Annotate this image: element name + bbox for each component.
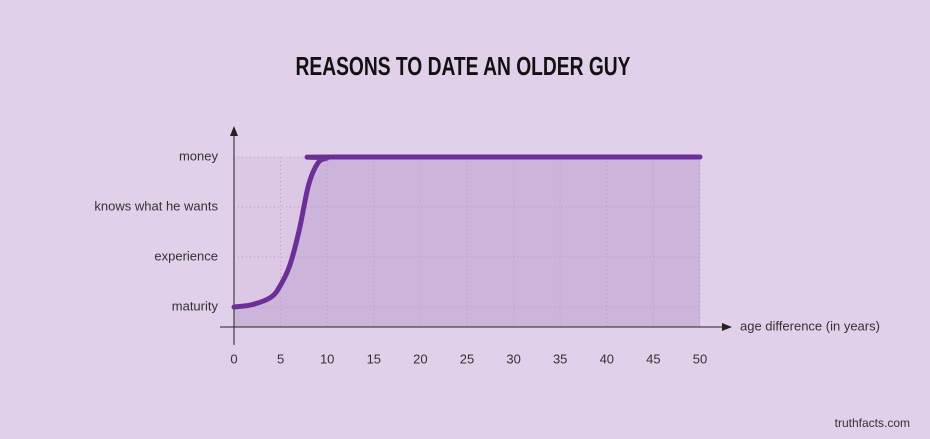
x-tick-label: 25 xyxy=(460,351,474,366)
x-tick-label: 15 xyxy=(367,351,381,366)
y-tick-label: experience xyxy=(154,248,218,263)
y-tick-label: maturity xyxy=(172,298,219,313)
x-tick-label: 5 xyxy=(277,351,284,366)
source: truthfacts.com xyxy=(835,416,910,430)
x-tick-label: 40 xyxy=(600,351,614,366)
y-tick-label: money xyxy=(179,148,219,163)
x-tick-label: 20 xyxy=(413,351,427,366)
chart-title: REASONS TO DATE AN OLDER GUY xyxy=(296,51,631,81)
x-axis-arrow xyxy=(722,323,732,331)
x-tick-label: 30 xyxy=(506,351,520,366)
y-axis-arrow xyxy=(230,126,238,136)
x-tick-label: 50 xyxy=(693,351,707,366)
x-tick-label: 45 xyxy=(646,351,660,366)
x-tick-label: 10 xyxy=(320,351,334,366)
x-tick-label: 0 xyxy=(230,351,237,366)
x-tick-label: 35 xyxy=(553,351,567,366)
y-tick-label: knows what he wants xyxy=(94,198,218,213)
line xyxy=(231,154,703,310)
x-axis-label: age difference (in years) xyxy=(740,318,880,333)
